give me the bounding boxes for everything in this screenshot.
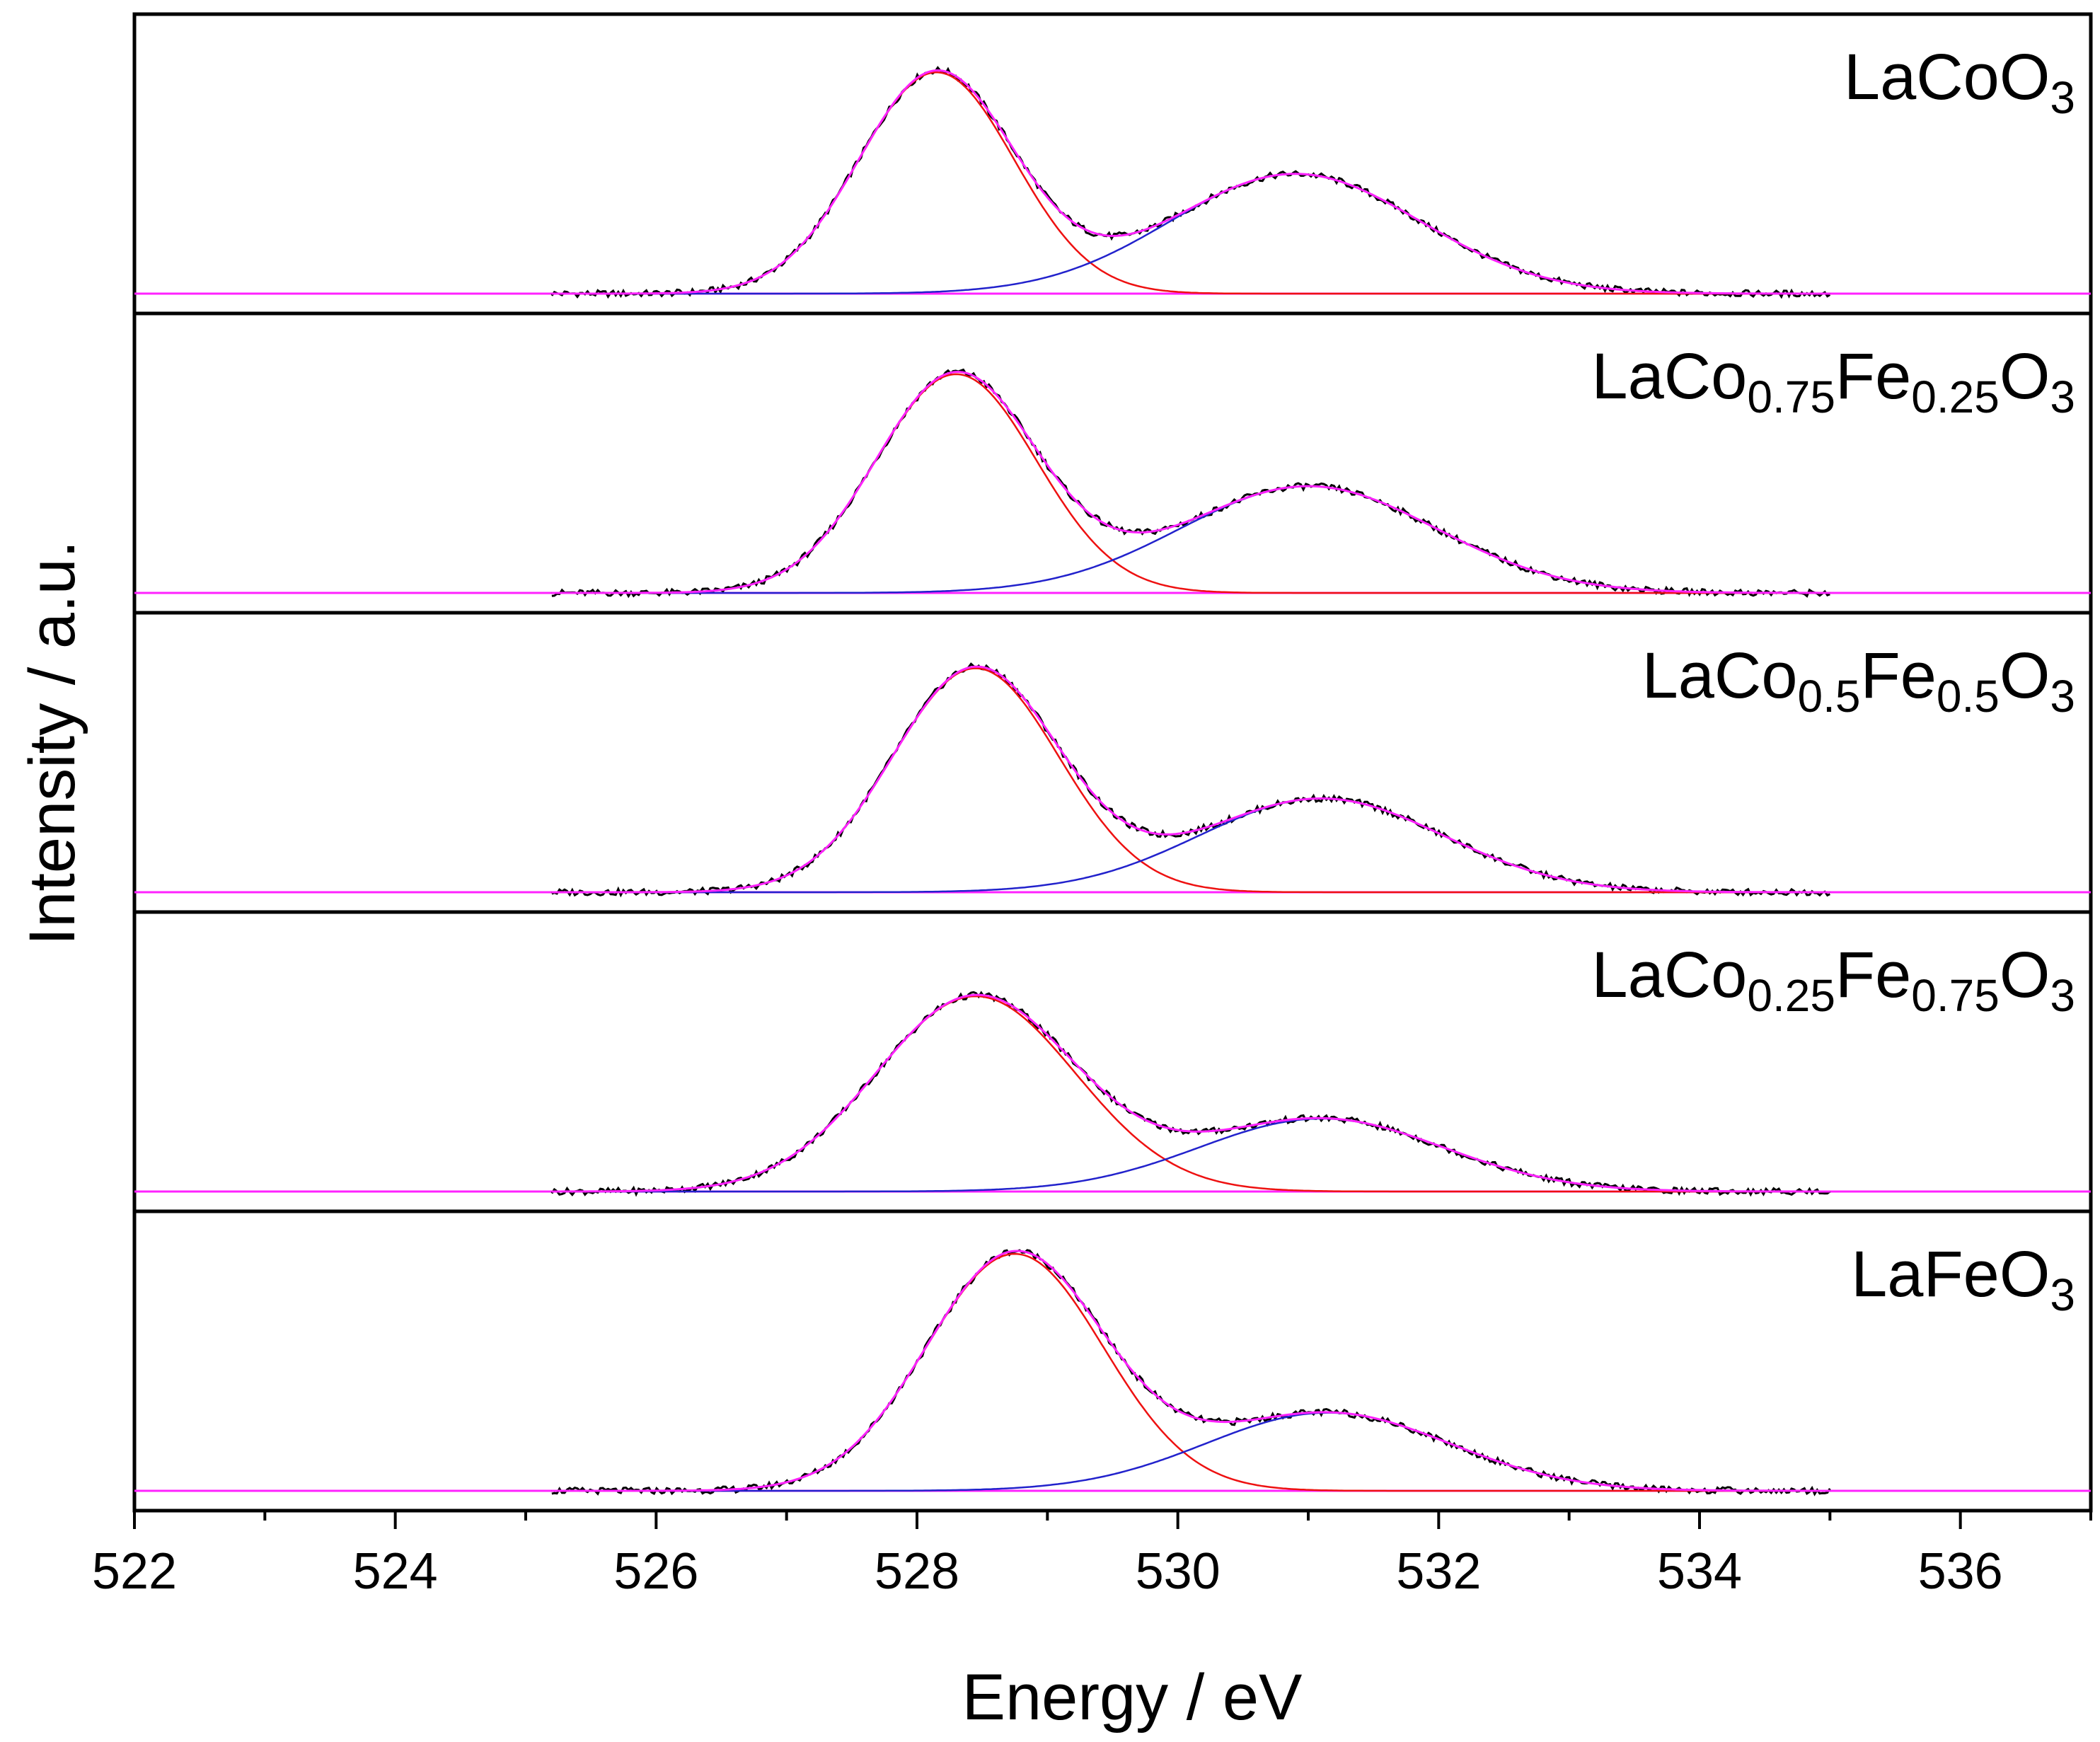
envelope-fit-line bbox=[551, 370, 1830, 594]
x-tick-label: 536 bbox=[1918, 1543, 2003, 1600]
envelope-fit-line bbox=[551, 69, 1830, 295]
panel-frame bbox=[132, 311, 2093, 615]
x-tick-label: 530 bbox=[1136, 1543, 1221, 1600]
adsorbed-oxygen-fit-line bbox=[551, 1412, 1830, 1492]
x-tick-label: 524 bbox=[353, 1543, 438, 1600]
panel-label: LaCo0.25Fe0.75O3 bbox=[1591, 939, 2075, 1021]
panel-1: LaCoO3 bbox=[132, 12, 2093, 316]
x-tick-label: 528 bbox=[875, 1543, 959, 1600]
envelope-fit-line bbox=[551, 1250, 1830, 1492]
y-axis-title: Intensity / a.u. bbox=[16, 541, 88, 946]
x-tick-label: 532 bbox=[1396, 1543, 1481, 1600]
adsorbed-oxygen-fit-line bbox=[551, 797, 1830, 894]
panel-frame bbox=[132, 1209, 2093, 1513]
adsorbed-oxygen-fit-line bbox=[551, 485, 1830, 594]
raw-data-line bbox=[551, 662, 1830, 898]
envelope-fit-line bbox=[551, 993, 1830, 1193]
envelope-fit-line bbox=[551, 665, 1830, 894]
raw-data-line bbox=[550, 66, 1831, 299]
panel-label: LaCoO3 bbox=[1844, 41, 2075, 123]
x-axis: 522 524 526 528 530 532 534 536 bbox=[92, 1511, 2092, 1600]
panel-3: LaCo0.5Fe0.5O3 bbox=[132, 611, 2093, 914]
x-tick-label: 534 bbox=[1657, 1543, 1742, 1600]
lattice-oxygen-fit-line bbox=[551, 667, 1830, 894]
lattice-oxygen-fit-line bbox=[551, 71, 1830, 295]
lattice-oxygen-fit-line bbox=[551, 1252, 1830, 1492]
panel-5: LaFeO3 bbox=[132, 1209, 2093, 1513]
raw-data-line bbox=[550, 991, 1831, 1197]
lattice-oxygen-fit-line bbox=[551, 995, 1830, 1193]
x-tick-label: 526 bbox=[613, 1543, 698, 1600]
x-tick-label: 522 bbox=[92, 1543, 177, 1600]
panel-2: LaCo0.75Fe0.25O3 bbox=[132, 311, 2093, 615]
x-axis-title: Energy / eV bbox=[962, 1661, 1303, 1734]
panel-label: LaFeO3 bbox=[1851, 1238, 2075, 1320]
panels-group: LaCoO3 LaCo0.75Fe0.25O3 LaCo0.5Fe0.5O3 LaCo… bbox=[132, 12, 2093, 1513]
panel-frame bbox=[132, 12, 2093, 316]
panel-4: LaCo0.25Fe0.75O3 bbox=[132, 910, 2093, 1213]
panel-frame bbox=[132, 910, 2093, 1213]
adsorbed-oxygen-fit-line bbox=[551, 173, 1830, 295]
panel-label: LaCo0.5Fe0.5O3 bbox=[1642, 640, 2075, 722]
panel-label: LaCo0.75Fe0.25O3 bbox=[1591, 340, 2075, 422]
